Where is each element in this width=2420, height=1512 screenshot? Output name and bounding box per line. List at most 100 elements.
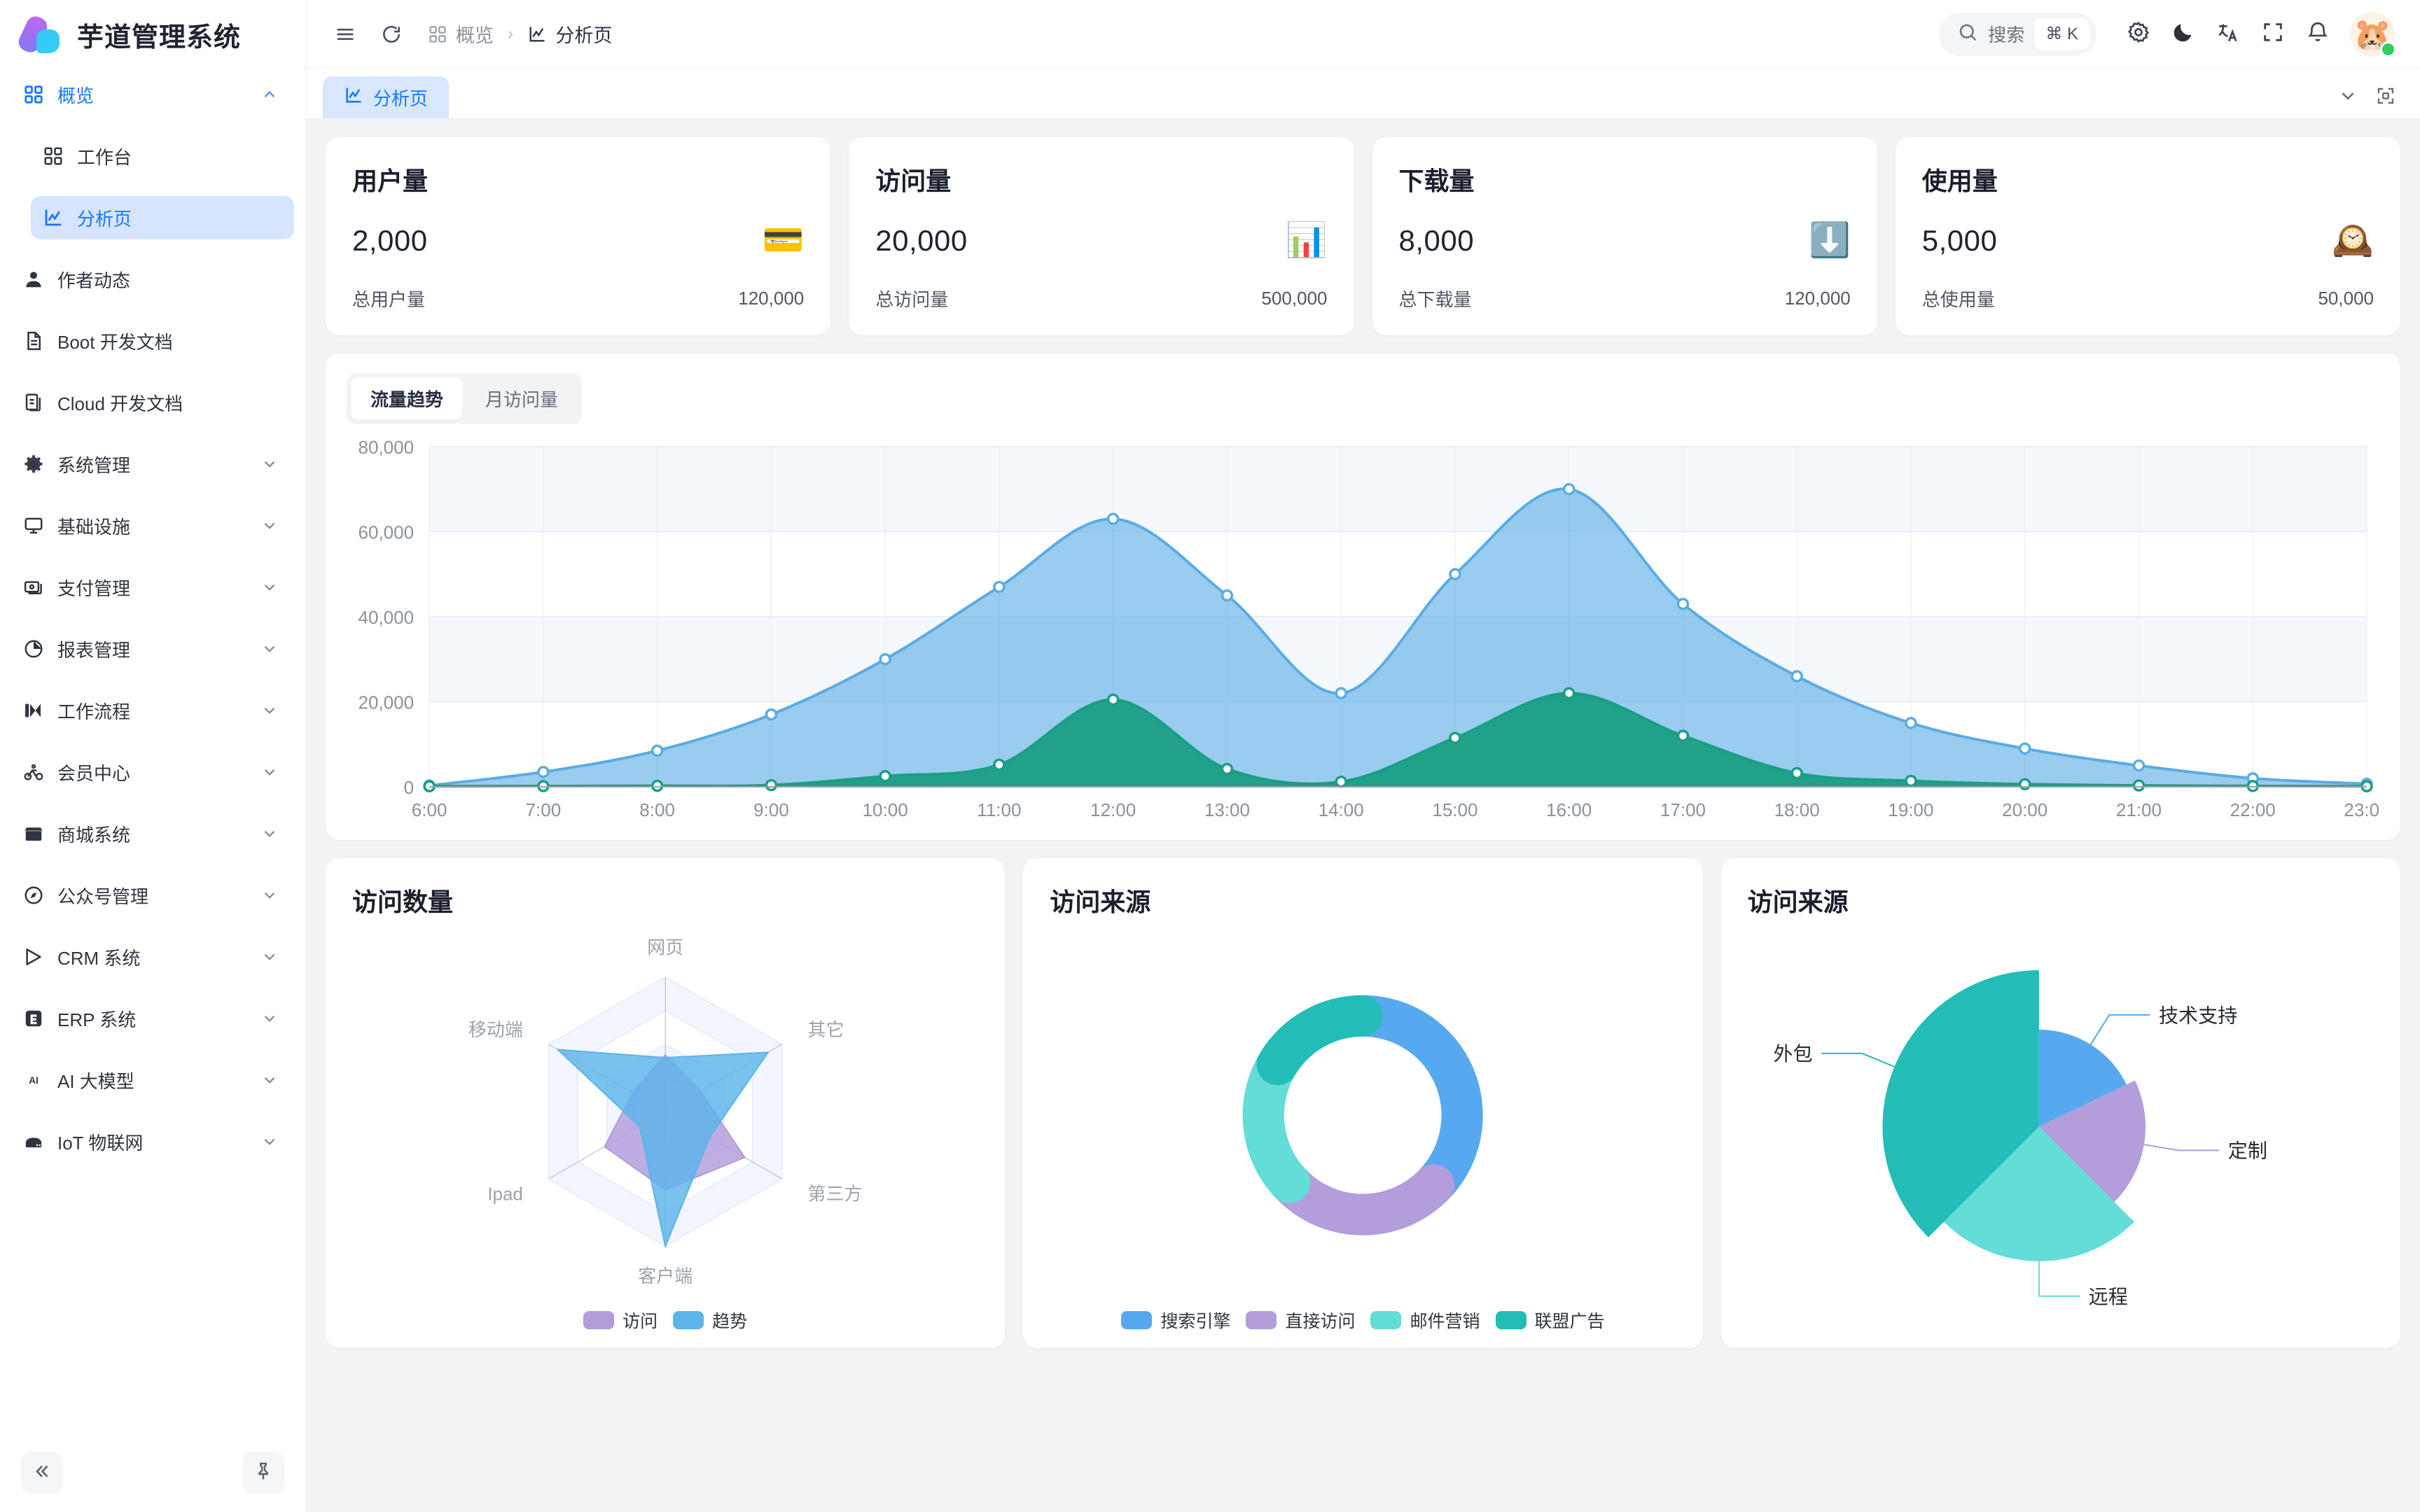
sidebar-item-system[interactable]: 系统管理 bbox=[11, 442, 294, 486]
sidebar-item-cloud-docs[interactable]: Cloud 开发文档 bbox=[11, 381, 294, 424]
sidebar-item-label: Cloud 开发文档 bbox=[57, 393, 183, 414]
refresh-icon[interactable] bbox=[373, 16, 410, 52]
trend-tab-traffic[interactable]: 流量趋势 bbox=[351, 377, 464, 420]
legend-item[interactable]: 邮件营销 bbox=[1370, 1308, 1480, 1333]
stat-foot-label: 总使用量 bbox=[1921, 289, 1995, 310]
sidebar-item-reports[interactable]: 报表管理 bbox=[11, 627, 294, 671]
stat-value: 2,000 bbox=[352, 224, 428, 257]
sidebar-item-label: Boot 开发文档 bbox=[57, 331, 173, 353]
sidebar-item-ai[interactable]: AI AI 大模型 bbox=[11, 1058, 294, 1102]
gear-icon bbox=[22, 453, 45, 475]
sidebar-item-workbench[interactable]: 工作台 bbox=[31, 134, 294, 178]
traffic-trend-card: 流量趋势 月访问量 0 20,000 40,000 60,000 80,000 6:00 7… bbox=[326, 354, 2400, 840]
legend-swatch bbox=[583, 1311, 615, 1329]
status-badge bbox=[2380, 41, 2396, 57]
notifications-button[interactable] bbox=[2295, 12, 2340, 57]
sidebar-item-label: 会员中心 bbox=[57, 762, 131, 784]
sidebar-item-label: 支付管理 bbox=[57, 578, 131, 599]
stat-title: 下载量 bbox=[1398, 167, 1475, 195]
stat-title: 用户量 bbox=[352, 167, 429, 195]
pin-sidebar-button[interactable] bbox=[242, 1452, 284, 1494]
translate-icon bbox=[2216, 20, 2240, 48]
app-logo[interactable]: 芋道管理系统 bbox=[0, 0, 305, 69]
tab-analysis[interactable]: 分析页 bbox=[323, 76, 450, 118]
sidebar-item-label: 系统管理 bbox=[57, 454, 131, 476]
pie-chart-icon: 📊 bbox=[1285, 222, 1328, 259]
legend-label: 趋势 bbox=[712, 1312, 748, 1331]
svg-text:10:00: 10:00 bbox=[863, 799, 908, 820]
svg-text:17:00: 17:00 bbox=[1660, 799, 1706, 820]
tab-dropdown-button[interactable] bbox=[2329, 76, 2367, 118]
svg-text:23:00: 23:00 bbox=[2344, 799, 2379, 820]
sidebar-item-official-account[interactable]: 公众号管理 bbox=[11, 874, 294, 917]
legend-item[interactable]: 联盟广告 bbox=[1495, 1308, 1605, 1333]
stat-foot-value: 500,000 bbox=[1261, 288, 1328, 309]
legend-item[interactable]: 趋势 bbox=[673, 1308, 747, 1333]
sidebar-item-mall[interactable]: 商城系统 bbox=[11, 812, 294, 855]
card-title: 访问来源 bbox=[1747, 888, 1849, 916]
sidebar-item-label: IoT 物联网 bbox=[57, 1132, 144, 1154]
fullscreen-button[interactable] bbox=[2251, 12, 2295, 57]
sidebar-item-label: 报表管理 bbox=[57, 639, 131, 661]
chevron-down-icon bbox=[260, 1071, 279, 1089]
sidebar-item-member[interactable]: 会员中心 bbox=[11, 750, 294, 794]
legend-label: 访问 bbox=[623, 1312, 658, 1331]
svg-text:远程: 远程 bbox=[2088, 1286, 2127, 1308]
sidebar-item-label: AI 大模型 bbox=[57, 1070, 134, 1092]
trend-tab-monthly[interactable]: 月访问量 bbox=[485, 389, 559, 410]
sidebar-item-overview[interactable]: 概览 bbox=[11, 73, 294, 116]
analytics-icon bbox=[344, 85, 363, 110]
language-button[interactable] bbox=[2206, 12, 2251, 57]
sidebar-item-analysis[interactable]: 分析页 bbox=[31, 196, 294, 239]
card-title: 访问数量 bbox=[352, 888, 454, 916]
legend-item[interactable]: 访问 bbox=[583, 1308, 658, 1333]
legend-item[interactable]: 直接访问 bbox=[1246, 1308, 1355, 1333]
svg-text:客户端: 客户端 bbox=[638, 1266, 693, 1287]
stat-card-users: 用户量 2,000 💳 总用户量 120,000 bbox=[326, 137, 831, 335]
content-fullscreen-button[interactable] bbox=[2367, 76, 2405, 118]
donut-legend: 搜索引擎 直接访问 邮件营销 联盟广告 bbox=[1050, 1301, 1676, 1348]
svg-text:14:00: 14:00 bbox=[1319, 799, 1364, 820]
sidebar-item-boot-docs[interactable]: Boot 开发文档 bbox=[11, 319, 294, 363]
visit-source-pie-card: 访问来源 技术支持 定制 远程 外包 bbox=[1720, 858, 2400, 1348]
settings-button[interactable] bbox=[2116, 12, 2161, 57]
chevron-down-icon bbox=[260, 517, 279, 535]
expand-icon bbox=[2375, 85, 2396, 110]
svg-text:60,000: 60,000 bbox=[359, 522, 415, 543]
stat-foot-value: 50,000 bbox=[2318, 288, 2374, 309]
sidebar-item-payment[interactable]: 支付管理 bbox=[11, 566, 294, 609]
shop-icon bbox=[22, 822, 45, 845]
search-label: 搜索 bbox=[1988, 24, 2025, 46]
rose-pie-chart: 技术支持 定制 远程 外包 bbox=[1748, 923, 2374, 1348]
stat-foot-value: 120,000 bbox=[1784, 288, 1851, 309]
sidebar-item-iot[interactable]: IoT 物联网 bbox=[11, 1120, 294, 1163]
avatar[interactable]: 🐹 bbox=[2350, 11, 2396, 57]
collapse-sidebar-button[interactable] bbox=[21, 1452, 63, 1494]
search-input[interactable]: 搜索 ⌘ K bbox=[1939, 12, 2096, 56]
chevron-down-icon bbox=[260, 763, 279, 781]
sidebar-item-erp[interactable]: ERP 系统 bbox=[11, 997, 294, 1040]
analytics-icon bbox=[527, 24, 547, 44]
grid-icon bbox=[428, 24, 447, 44]
breadcrumb-item-analysis[interactable]: 分析页 bbox=[527, 20, 612, 48]
gear-icon bbox=[2127, 20, 2150, 48]
stat-value: 8,000 bbox=[1398, 224, 1475, 257]
svg-text:11:00: 11:00 bbox=[977, 799, 1021, 820]
legend-item[interactable]: 搜索引擎 bbox=[1121, 1308, 1230, 1333]
hamburger-icon[interactable] bbox=[327, 16, 363, 52]
dark-mode-toggle[interactable] bbox=[2161, 12, 2206, 57]
sidebar-item-crm[interactable]: CRM 系统 bbox=[11, 935, 294, 979]
svg-text:网页: 网页 bbox=[647, 937, 683, 958]
breadcrumb-item-overview[interactable]: 概览 bbox=[428, 20, 494, 48]
svg-text:技术支持: 技术支持 bbox=[2159, 1004, 2237, 1026]
sidebar-item-workflow[interactable]: 工作流程 bbox=[11, 689, 294, 732]
svg-text:40,000: 40,000 bbox=[359, 607, 415, 628]
grid-icon bbox=[22, 83, 45, 106]
copy-doc-icon bbox=[22, 391, 45, 414]
chevron-down-icon bbox=[260, 825, 279, 843]
main-area: 概览 › 分析页 搜索 ⌘ K 🐹 bbox=[306, 0, 2420, 1512]
sidebar-item-label: 概览 bbox=[57, 85, 95, 106]
sidebar-item-author-news[interactable]: 作者动态 bbox=[11, 258, 294, 301]
sidebar-item-infrastructure[interactable]: 基础设施 bbox=[11, 504, 294, 547]
